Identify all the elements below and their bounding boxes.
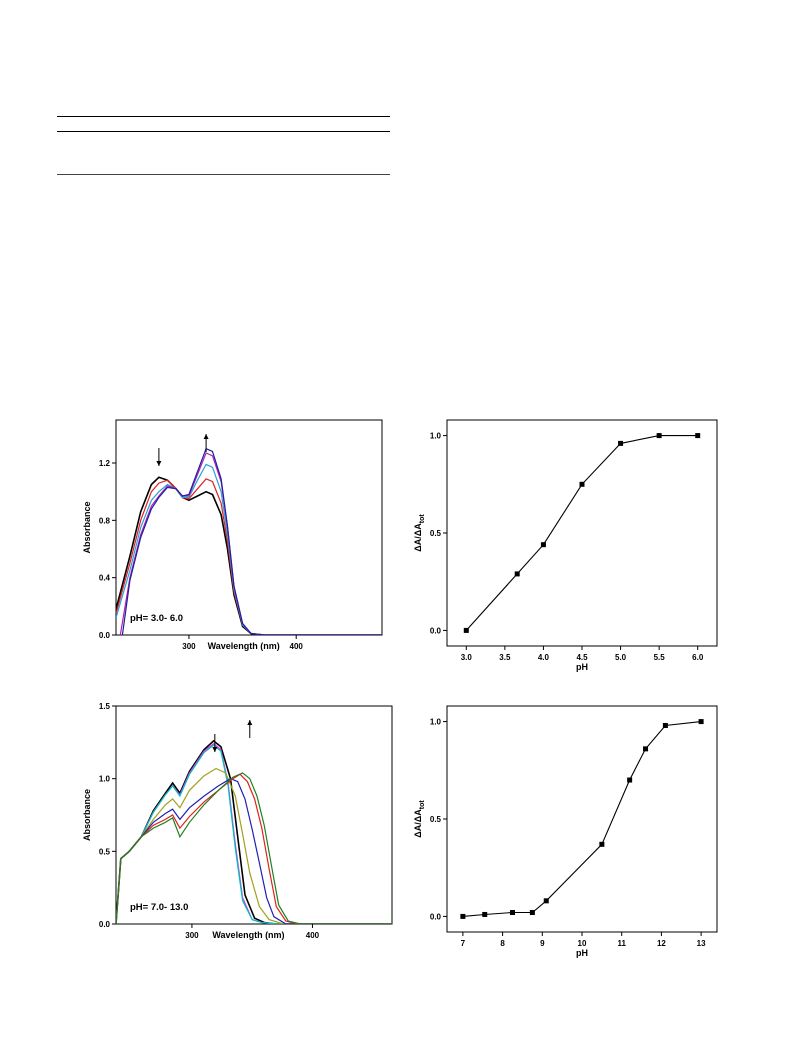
basic-fraction-x-tick-label: 12 xyxy=(657,939,666,948)
table-top-rule xyxy=(57,116,390,117)
basic-spectra-series-line xyxy=(116,744,392,924)
basic-fraction-data-point xyxy=(662,722,668,728)
basic-spectra-y-tick-label: 0.5 xyxy=(99,847,111,856)
acidic-spectra-y-tick-label: 0.4 xyxy=(99,574,111,583)
acidic-spectra-series-line xyxy=(121,447,382,635)
basic-spectra-series-line xyxy=(116,743,392,924)
basic-fraction-y-tick-label: 1.0 xyxy=(430,718,442,727)
acidic-spectra-series-line xyxy=(116,463,382,635)
basic-fraction-data-point xyxy=(599,841,605,847)
basic-fraction-x-tick-label: 11 xyxy=(617,939,626,948)
acidic-spectra-arrow-head-down xyxy=(156,461,162,466)
table-bottom-rule xyxy=(57,174,390,175)
acidic-spectra-plot-frame xyxy=(115,419,383,636)
acidic-spectra-ph-range-annotation: pH= 3.0- 6.0 xyxy=(130,613,183,624)
acidic-fraction-data-point xyxy=(695,433,701,439)
basic-fraction-y-axis-label-main: ΔA/ΔA xyxy=(413,809,423,838)
basic-spectra-y-axis-label: Absorbance xyxy=(82,789,92,841)
basic-fraction-x-tick-label: 13 xyxy=(697,939,706,948)
basic-fraction-data-point xyxy=(460,913,466,919)
basic-spectra-series-line xyxy=(116,767,392,924)
basic-spectra-plot-frame xyxy=(115,705,393,925)
basic-fraction-y-axis-label: ΔA/ΔAtot xyxy=(413,800,426,838)
table-header-rule xyxy=(57,131,390,132)
fraction-vs-ph-acidic-chart: 3.0 3.5 4.0 4.5 5.0 5.5 6.0 0.0 0.5 1.0 pH ΔA/ΔAtot xyxy=(413,419,718,672)
basic-fraction-y-tick-label: 0.5 xyxy=(430,815,442,824)
basic-fraction-data-point xyxy=(510,910,516,916)
basic-spectra-x-axis-label: Wavelength (nm) xyxy=(212,930,284,940)
basic-spectra-series-line xyxy=(116,739,392,924)
acidic-spectra-y-axis-label: Absorbance xyxy=(82,501,92,553)
acidic-fraction-y-axis-label: ΔA/ΔAtot xyxy=(413,514,426,552)
absorbance-spectra-basic-chart: 300 400 0.0 0.5 1.0 1.5 Wavelength (nm) Absorba… xyxy=(82,702,393,940)
acidic-spectra-series-line xyxy=(119,452,382,635)
basic-spectra-x-tick-label: 400 xyxy=(306,931,320,940)
basic-spectra-series-line xyxy=(116,772,392,924)
acidic-fraction-plot-frame xyxy=(446,419,718,647)
basic-fraction-data-point xyxy=(698,719,704,725)
basic-fraction-x-tick-label: 10 xyxy=(578,939,587,948)
basic-fraction-x-tick-label: 8 xyxy=(500,939,505,948)
absorbance-spectra-acidic-chart: 300 400 0.0 0.4 0.8 1.2 Wavelength (nm) Absorba… xyxy=(82,419,383,651)
basic-fraction-series-line xyxy=(462,721,702,917)
basic-spectra-x-tick-label: 300 xyxy=(185,931,199,940)
acidic-spectra-y-tick-label: 0.8 xyxy=(99,516,111,525)
acidic-spectra-y-tick-label: 0.0 xyxy=(99,631,111,640)
acidic-fraction-x-tick-label: 5.0 xyxy=(615,653,627,662)
basic-fraction-data-point xyxy=(482,911,488,917)
basic-fraction-y-axis-label-sub: tot xyxy=(419,800,426,810)
fraction-vs-ph-basic-chart: 7 8 9 10 11 12 13 0.0 0.5 1.0 pH ΔA/ΔAtot xyxy=(413,705,718,958)
acidic-fraction-data-point xyxy=(540,542,546,548)
basic-fraction-x-tick-label: 7 xyxy=(461,939,466,948)
basic-spectra-y-tick-label: 1.5 xyxy=(99,702,111,711)
acidic-fraction-data-point xyxy=(463,627,469,633)
acidic-spectra-arrow-head-up xyxy=(203,434,209,439)
basic-spectra-y-tick-label: 1.0 xyxy=(99,775,111,784)
basic-fraction-data-point xyxy=(529,910,535,916)
acidic-fraction-data-point xyxy=(656,433,662,439)
acidic-fraction-x-tick-label: 4.5 xyxy=(576,653,588,662)
basic-spectra-y-tick-label: 0.0 xyxy=(99,920,111,929)
acidic-fraction-y-tick-label: 0.5 xyxy=(430,529,442,538)
basic-fraction-data-point xyxy=(643,746,649,752)
basic-spectra-ph-range-annotation: pH= 7.0- 13.0 xyxy=(130,902,188,913)
acidic-fraction-data-point xyxy=(514,571,520,577)
acidic-fraction-y-tick-label: 0.0 xyxy=(430,626,442,635)
acidic-spectra-x-tick-label: 400 xyxy=(290,642,304,651)
basic-spectra-arrow-head-up xyxy=(247,720,253,725)
acidic-spectra-y-tick-label: 1.2 xyxy=(99,459,111,468)
basic-fraction-plot-frame xyxy=(446,705,718,933)
acidic-fraction-series-line xyxy=(465,435,698,631)
acidic-fraction-y-axis-label-sub: tot xyxy=(419,514,426,524)
basic-spectra-arrow-head-down xyxy=(212,747,218,752)
basic-fraction-y-tick-label: 0.0 xyxy=(430,912,442,921)
acidic-spectra-x-tick-label: 300 xyxy=(182,642,196,651)
acidic-fraction-data-point xyxy=(618,440,624,446)
acidic-fraction-x-tick-label: 3.5 xyxy=(499,653,511,662)
basic-fraction-data-point xyxy=(627,777,633,783)
acidic-fraction-x-axis-label: pH xyxy=(576,662,588,672)
basic-fraction-x-axis-label: pH xyxy=(576,948,588,958)
acidic-fraction-data-point xyxy=(579,481,585,487)
acidic-fraction-x-tick-label: 5.5 xyxy=(654,653,666,662)
acidic-fraction-y-axis-label-main: ΔA/ΔA xyxy=(413,523,423,552)
acidic-fraction-x-tick-label: 3.0 xyxy=(461,653,473,662)
acidic-fraction-x-tick-label: 6.0 xyxy=(692,653,704,662)
acidic-spectra-x-axis-label: Wavelength (nm) xyxy=(208,641,280,651)
basic-fraction-data-point xyxy=(543,898,549,904)
basic-fraction-x-tick-label: 9 xyxy=(540,939,545,948)
acidic-fraction-y-tick-label: 1.0 xyxy=(430,432,442,441)
acidic-fraction-x-tick-label: 4.0 xyxy=(538,653,550,662)
